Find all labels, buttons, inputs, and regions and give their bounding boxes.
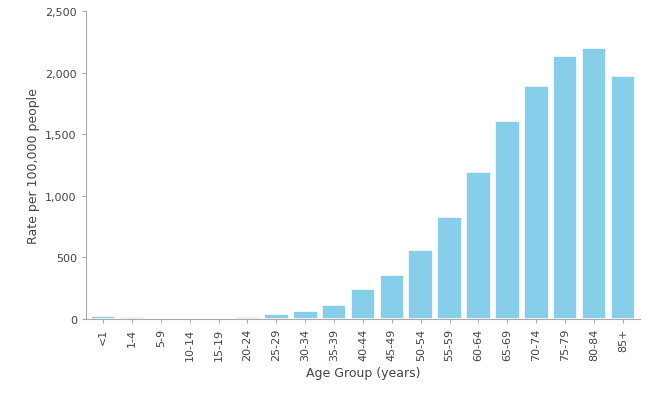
Bar (581, 49, 607, 319)
Bar (207, 318, 231, 319)
Bar (409, 250, 433, 319)
Bar (119, 317, 145, 319)
X-axis label: Age Group (years): Age Group (years) (306, 366, 420, 379)
Bar (524, 87, 548, 319)
Bar (553, 56, 578, 319)
Bar (495, 121, 519, 319)
Bar (178, 318, 202, 319)
Bar (466, 173, 491, 319)
Bar (235, 317, 260, 319)
Bar (610, 77, 635, 319)
Bar (322, 306, 346, 319)
Bar (379, 275, 404, 319)
Bar (264, 315, 288, 319)
Bar (438, 217, 462, 319)
Bar (91, 316, 116, 319)
Bar (148, 318, 173, 319)
Bar (293, 311, 317, 319)
Bar (350, 290, 376, 319)
Y-axis label: Rate per 100,000 people: Rate per 100,000 people (26, 88, 40, 243)
